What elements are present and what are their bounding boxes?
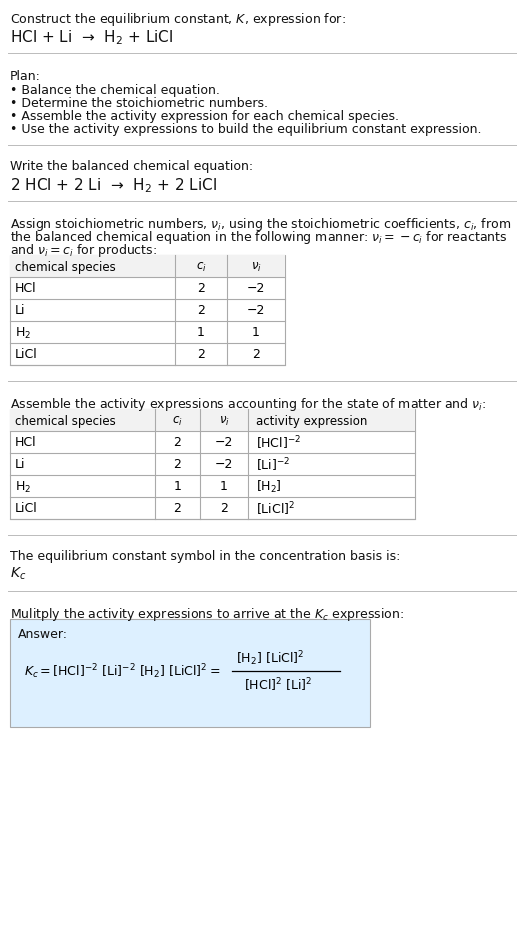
Text: $c_i$: $c_i$ <box>195 260 206 273</box>
Text: Answer:: Answer: <box>18 627 68 641</box>
Text: [LiCl]$^2$: [LiCl]$^2$ <box>256 500 295 517</box>
Text: 2 HCl + 2 Li  →  H$_2$ + 2 LiCl: 2 HCl + 2 Li → H$_2$ + 2 LiCl <box>10 176 217 194</box>
Text: H$_2$: H$_2$ <box>15 326 31 340</box>
Text: −2: −2 <box>247 282 265 295</box>
Text: 1: 1 <box>197 327 205 339</box>
Text: Plan:: Plan: <box>10 69 41 83</box>
Text: [HCl]$^{-2}$: [HCl]$^{-2}$ <box>256 434 301 451</box>
Text: 2: 2 <box>197 282 205 295</box>
Text: LiCl: LiCl <box>15 348 38 361</box>
Text: 2: 2 <box>197 348 205 361</box>
Text: Li: Li <box>15 458 26 471</box>
Text: 2: 2 <box>220 502 228 515</box>
Text: 2: 2 <box>173 502 181 515</box>
Text: • Balance the chemical equation.: • Balance the chemical equation. <box>10 84 220 97</box>
Text: Li: Li <box>15 305 26 317</box>
Text: 2: 2 <box>173 436 181 449</box>
Text: [H$_2$]: [H$_2$] <box>256 479 282 494</box>
Text: and $\nu_i = c_i$ for products:: and $\nu_i = c_i$ for products: <box>10 242 157 259</box>
Text: Mulitply the activity expressions to arrive at the $K_c$ expression:: Mulitply the activity expressions to arr… <box>10 605 405 623</box>
Text: $[\mathrm{H_2}]\ [\mathrm{LiCl}]^2$: $[\mathrm{H_2}]\ [\mathrm{LiCl}]^2$ <box>236 649 304 667</box>
Text: −2: −2 <box>215 436 233 449</box>
Text: $c_i$: $c_i$ <box>172 414 183 427</box>
Text: the balanced chemical equation in the following manner: $\nu_i = -c_i$ for react: the balanced chemical equation in the fo… <box>10 228 507 246</box>
Bar <box>10 620 370 727</box>
Text: $\nu_i$: $\nu_i$ <box>250 260 261 273</box>
Text: • Assemble the activity expression for each chemical species.: • Assemble the activity expression for e… <box>10 109 399 123</box>
Text: $K_c = [\mathrm{HCl}]^{-2}\ [\mathrm{Li}]^{-2}\ [\mathrm{H_2}]\ [\mathrm{LiCl}]^: $K_c = [\mathrm{HCl}]^{-2}\ [\mathrm{Li}… <box>24 662 221 681</box>
Text: 1: 1 <box>220 480 228 493</box>
Text: 2: 2 <box>252 348 260 361</box>
Text: chemical species: chemical species <box>15 260 116 273</box>
Text: $[\mathrm{HCl}]^2\ [\mathrm{Li}]^2$: $[\mathrm{HCl}]^2\ [\mathrm{Li}]^2$ <box>244 676 312 693</box>
Text: HCl: HCl <box>15 282 37 295</box>
Text: 1: 1 <box>252 327 260 339</box>
Text: [Li]$^{-2}$: [Li]$^{-2}$ <box>256 456 290 473</box>
Text: HCl: HCl <box>15 436 37 449</box>
Text: 2: 2 <box>173 458 181 471</box>
Text: Assemble the activity expressions accounting for the state of matter and $\nu_i$: Assemble the activity expressions accoun… <box>10 396 486 412</box>
Text: The equilibrium constant symbol in the concentration basis is:: The equilibrium constant symbol in the c… <box>10 549 400 563</box>
Text: HCl + Li  →  H$_2$ + LiCl: HCl + Li → H$_2$ + LiCl <box>10 28 173 47</box>
Text: $\nu_i$: $\nu_i$ <box>219 414 230 427</box>
Text: Assign stoichiometric numbers, $\nu_i$, using the stoichiometric coefficients, $: Assign stoichiometric numbers, $\nu_i$, … <box>10 216 511 232</box>
Text: • Use the activity expressions to build the equilibrium constant expression.: • Use the activity expressions to build … <box>10 123 482 136</box>
Bar <box>10 256 285 278</box>
Text: 1: 1 <box>173 480 181 493</box>
Text: −2: −2 <box>215 458 233 471</box>
Bar <box>10 409 415 431</box>
Text: activity expression: activity expression <box>256 414 367 427</box>
Text: chemical species: chemical species <box>15 414 116 427</box>
Text: Write the balanced chemical equation:: Write the balanced chemical equation: <box>10 160 253 173</box>
Text: Construct the equilibrium constant, $K$, expression for:: Construct the equilibrium constant, $K$,… <box>10 11 346 28</box>
Text: • Determine the stoichiometric numbers.: • Determine the stoichiometric numbers. <box>10 97 268 109</box>
Text: $K_c$: $K_c$ <box>10 565 26 582</box>
Bar <box>10 256 285 366</box>
Text: −2: −2 <box>247 305 265 317</box>
Text: 2: 2 <box>197 305 205 317</box>
Bar <box>10 409 415 520</box>
Text: LiCl: LiCl <box>15 502 38 515</box>
Text: H$_2$: H$_2$ <box>15 479 31 494</box>
